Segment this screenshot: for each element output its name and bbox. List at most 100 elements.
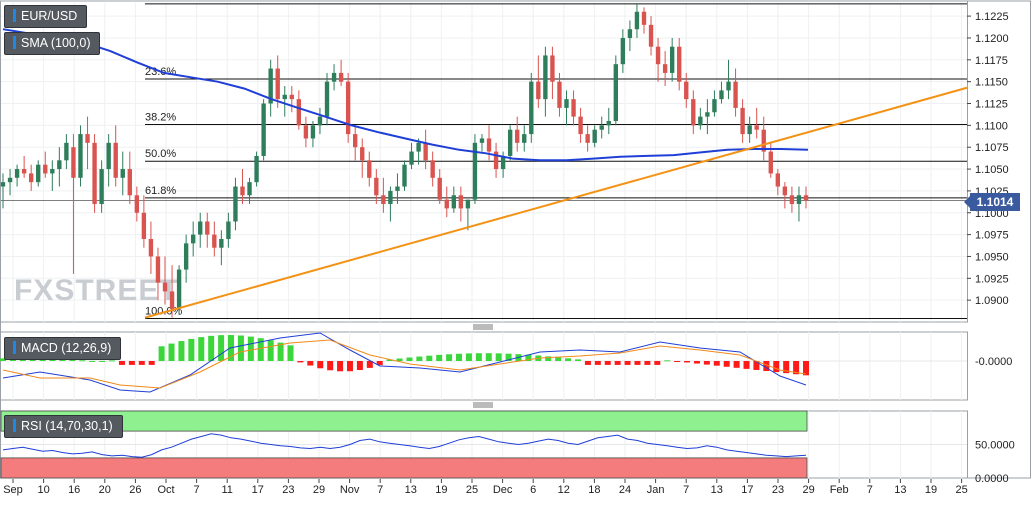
candle-body — [106, 142, 111, 170]
macd-histogram-bar — [416, 356, 423, 361]
macd-histogram-bar — [356, 361, 363, 371]
macd-histogram-bar — [307, 361, 314, 366]
candle-body — [775, 173, 781, 187]
x-tick-label: Sep — [3, 484, 23, 496]
candle-body — [634, 11, 640, 30]
rsi-line — [2, 433, 807, 458]
candle-body — [430, 160, 435, 178]
candle-body — [437, 177, 442, 200]
x-tick-label: 13 — [894, 484, 906, 496]
candle-body — [458, 195, 464, 209]
macd-histogram-bar — [803, 361, 809, 376]
candle-body — [247, 182, 252, 196]
candle-body — [233, 186, 238, 222]
candle-body — [71, 147, 76, 178]
macd-histogram-bar — [693, 361, 700, 364]
candle-body — [486, 138, 492, 152]
candle-body — [761, 129, 766, 152]
candle-body — [303, 125, 309, 139]
macd-histogram-bar — [674, 361, 681, 362]
candle-body — [402, 164, 407, 187]
macd-histogram-bar — [436, 354, 443, 361]
candle-body — [479, 138, 485, 143]
candle-body — [120, 169, 125, 178]
candle-body — [669, 46, 675, 73]
candle-body — [578, 116, 583, 135]
y-tick-label: 1.1075 — [975, 142, 1009, 154]
x-tick-label: 7 — [377, 484, 383, 496]
y-tick-label: 1.1200 — [975, 33, 1009, 45]
candle-body — [515, 129, 520, 143]
macd-histogram-bar — [218, 335, 225, 361]
candle-body — [782, 186, 788, 196]
x-tick-label: 7 — [683, 484, 689, 496]
macd-histogram-bar — [614, 361, 621, 365]
x-tick-label: 13 — [405, 484, 417, 496]
y-tick-label: 1.1100 — [975, 120, 1008, 132]
sma-indicator-badge[interactable]: SMA (100,0) — [4, 32, 101, 55]
macd-histogram-bar — [654, 361, 661, 365]
candle-body — [21, 169, 27, 174]
macd-histogram-bar — [753, 361, 760, 370]
macd-histogram-bar — [188, 338, 195, 361]
fib-label: 50.0% — [145, 148, 176, 160]
macd-histogram-bar — [148, 361, 155, 365]
candle-body — [395, 186, 400, 191]
candle-body — [465, 199, 471, 209]
candle-body — [254, 155, 259, 183]
macd-histogram-bar — [337, 361, 344, 372]
fib-label: 61.8% — [145, 185, 176, 197]
candle-body — [99, 169, 104, 205]
y-tick-label: 1.0900 — [975, 295, 1009, 307]
candle-body — [57, 160, 62, 170]
macd-histogram-bar — [475, 353, 482, 361]
macd-indicator-badge[interactable]: MACD (12,26,9) — [4, 337, 122, 360]
fib-label: 38.2% — [145, 111, 176, 123]
x-tick-label: 20 — [99, 484, 111, 496]
candle-body — [78, 134, 83, 178]
candle-body — [620, 37, 626, 65]
candle-body — [219, 238, 224, 248]
x-tick-label: 26 — [129, 484, 141, 496]
x-tick-label: 23 — [772, 484, 784, 496]
candle-body — [726, 81, 731, 91]
candle-body — [43, 164, 48, 174]
candle-body — [310, 125, 316, 139]
rsi-y-tick-label: 50.0000 — [975, 440, 1015, 452]
candle-body — [606, 120, 611, 126]
candle-body — [64, 142, 69, 161]
candle-body — [754, 125, 759, 130]
candle-body — [529, 81, 534, 135]
macd-histogram-bar — [604, 361, 611, 365]
x-tick-label: 29 — [802, 484, 814, 496]
macd-histogram-bar — [89, 360, 96, 362]
macd-histogram-bar — [594, 361, 601, 365]
rsi-label: RSI (14,70,30,1) — [21, 419, 113, 433]
candle-body — [768, 151, 773, 174]
x-tick-label: 7 — [867, 484, 873, 496]
macd-histogram-bar — [465, 353, 472, 361]
x-tick-label: 12 — [558, 484, 570, 496]
x-tick-label: 17 — [741, 484, 753, 496]
rsi-indicator-badge[interactable]: RSI (14,70,30,1) — [4, 415, 123, 438]
x-tick-label: 17 — [252, 484, 264, 496]
symbol-badge[interactable]: EUR/USD — [4, 5, 88, 28]
rsi-icon — [13, 419, 16, 432]
candle-body — [381, 195, 386, 205]
candle-body — [719, 90, 724, 100]
x-tick-label: 23 — [282, 484, 294, 496]
candle-body — [289, 94, 294, 100]
symbol-icon — [13, 9, 16, 22]
candle-body — [500, 155, 506, 170]
macd-histogram-bar — [158, 346, 165, 361]
candle-body — [338, 72, 344, 82]
candle-body — [191, 234, 196, 244]
x-tick-label: 13 — [711, 484, 723, 496]
macd-histogram-bar — [317, 361, 324, 369]
candle-body — [677, 46, 682, 82]
candle-body — [183, 243, 189, 270]
candle-body — [14, 169, 20, 178]
macd-histogram-bar — [584, 361, 591, 365]
candle-body — [212, 234, 217, 248]
